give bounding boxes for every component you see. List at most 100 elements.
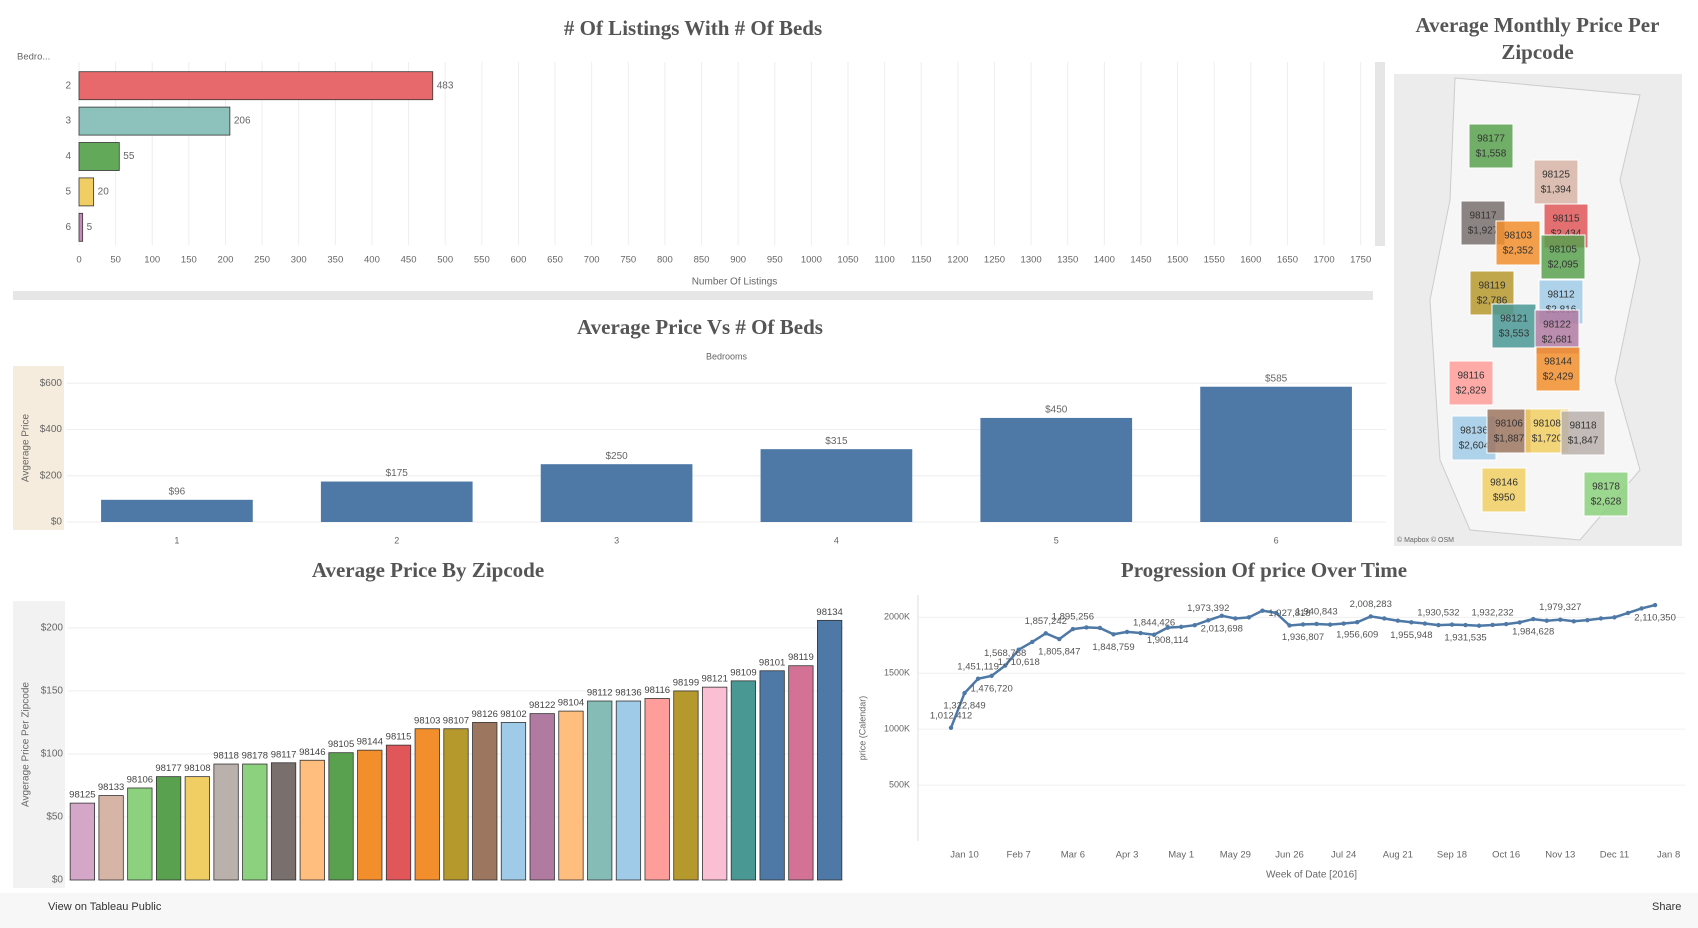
point xyxy=(1436,622,1441,628)
point xyxy=(1571,619,1577,624)
x-tick-label: 250 xyxy=(254,255,270,266)
region-price: $2,786 xyxy=(1477,296,1508,307)
value-label: 2,110,350 xyxy=(1634,613,1676,624)
region-zip: 98121 xyxy=(1500,314,1528,325)
x-tick-label: 1650 xyxy=(1277,255,1298,266)
scrollbar[interactable] xyxy=(1375,62,1385,246)
point xyxy=(1463,622,1468,628)
x-tick-label: 1400 xyxy=(1094,255,1115,266)
x-tick-label: 1350 xyxy=(1057,255,1078,266)
point xyxy=(1409,620,1414,625)
point xyxy=(1531,616,1536,622)
value-label: 1,844,426 xyxy=(1133,617,1175,628)
bar-label: 98178 xyxy=(242,751,268,762)
x-tick-label: 400 xyxy=(364,255,380,266)
value-label: 1,451,119 xyxy=(957,661,999,672)
region xyxy=(1448,360,1494,406)
value-label: 1,932,232 xyxy=(1471,607,1513,618)
bar-label: 98108 xyxy=(184,763,210,774)
value-label: $315 xyxy=(825,436,848,447)
bar xyxy=(788,665,814,881)
point xyxy=(975,676,981,681)
region-price: $1,927 xyxy=(1468,226,1499,237)
point xyxy=(1585,617,1590,623)
bar xyxy=(817,619,843,881)
x-tick-label: 300 xyxy=(291,255,307,266)
bar-label: 98103 xyxy=(414,715,440,726)
point xyxy=(1612,615,1617,620)
bar xyxy=(184,776,210,881)
region xyxy=(1540,234,1586,280)
footer-link[interactable]: View on Tableau Public xyxy=(48,901,162,913)
attribution: © Mapbox © OSM xyxy=(1397,536,1454,544)
y-tick-label: $150 xyxy=(41,686,64,697)
bar xyxy=(78,71,434,101)
bar-label: 98102 xyxy=(500,709,526,720)
x-tick-label: 1500 xyxy=(1167,255,1188,266)
share-button[interactable]: Share xyxy=(1652,901,1681,913)
y-tick-label: $100 xyxy=(41,749,64,760)
x-tick-label: Jan 8 xyxy=(1657,850,1680,861)
y-tick-label: $200 xyxy=(41,623,64,634)
bar xyxy=(980,417,1133,522)
bar xyxy=(320,481,473,522)
bar xyxy=(702,686,728,881)
bar xyxy=(500,722,527,881)
x-tick-label: 850 xyxy=(694,255,710,266)
point xyxy=(1382,616,1387,621)
bar-label: 98112 xyxy=(587,688,613,699)
scrollbar[interactable] xyxy=(13,291,1373,300)
x-tick-label: 5 xyxy=(1054,535,1059,545)
point xyxy=(1260,608,1265,613)
value-label: 5 xyxy=(87,222,93,233)
bar xyxy=(472,722,498,881)
bar-label: 98106 xyxy=(127,775,153,786)
region-price: $2,681 xyxy=(1542,335,1573,346)
bar xyxy=(673,690,699,881)
bar xyxy=(127,787,153,881)
bar xyxy=(98,795,124,881)
region-zip: 98105 xyxy=(1549,245,1577,256)
value-label: 1,568,768 xyxy=(984,648,1026,659)
x-tick-label: 1150 xyxy=(911,255,931,266)
x-tick-label: 1 xyxy=(174,535,179,545)
x-axis-label: Week of Date [2016] xyxy=(1266,870,1357,881)
value-label: 1,927,818 xyxy=(1268,608,1310,619)
point xyxy=(1206,618,1211,623)
point xyxy=(1192,622,1197,628)
point xyxy=(1625,610,1631,616)
point xyxy=(1287,623,1292,628)
y-tick-label: 1000K xyxy=(884,724,910,734)
region xyxy=(1535,346,1581,392)
bar xyxy=(69,802,95,881)
x-tick-label: 1200 xyxy=(947,255,968,266)
region xyxy=(1486,408,1532,454)
x-tick-label: Dec 11 xyxy=(1600,850,1629,861)
region-price: $2,434 xyxy=(1551,229,1582,240)
x-tick-label: Aug 21 xyxy=(1383,850,1413,861)
x-tick-label: 1000 xyxy=(801,255,822,266)
y-tick-label: $0 xyxy=(51,517,63,528)
region-price: $1,887 xyxy=(1494,434,1525,445)
bar xyxy=(730,680,757,881)
x-tick-label: 550 xyxy=(474,255,490,266)
y-tick-label: $200 xyxy=(40,470,63,481)
x-tick-label: 1250 xyxy=(984,255,1005,266)
bar-label: 98177 xyxy=(155,763,181,774)
bar xyxy=(155,776,182,881)
bar xyxy=(615,700,642,881)
bar-label: 98119 xyxy=(788,652,814,663)
x-tick-label: 800 xyxy=(657,255,673,266)
region-zip: 98119 xyxy=(1478,281,1506,292)
region-price: $1,558 xyxy=(1476,149,1507,160)
point xyxy=(1598,616,1604,621)
bar xyxy=(78,142,120,171)
x-tick-label: 6 xyxy=(1274,535,1279,545)
bar-label: 98104 xyxy=(558,698,584,709)
region-zip: 98116 xyxy=(1457,371,1485,382)
value-label: 1,710,618 xyxy=(998,657,1040,668)
bar-label: 98133 xyxy=(98,782,124,793)
x-tick-label: 150 xyxy=(181,255,197,266)
point xyxy=(1422,621,1428,626)
y-tick-label: 5 xyxy=(65,187,71,198)
